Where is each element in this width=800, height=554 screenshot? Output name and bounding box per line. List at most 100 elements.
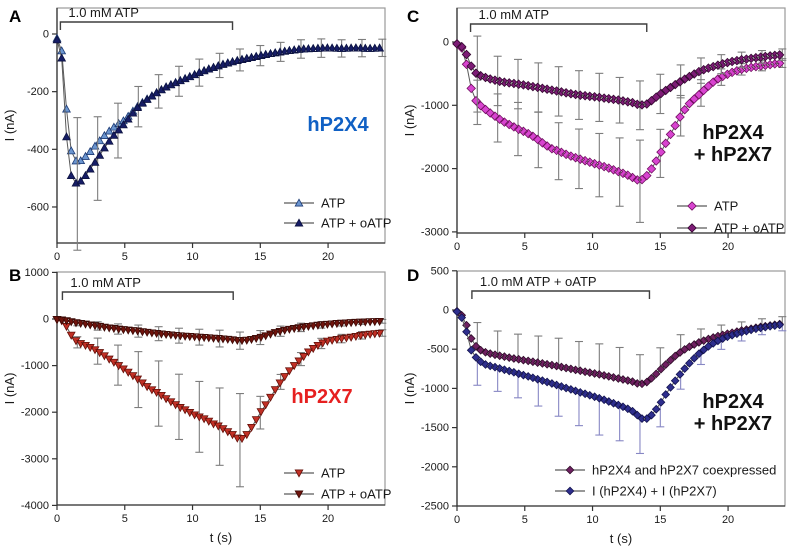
y-tick-label: -2000 [21, 407, 49, 419]
y-tick-label: -4000 [21, 500, 49, 512]
x-tick-label: 15 [654, 514, 666, 526]
x-tick-label: 0 [454, 241, 460, 253]
x-tick-label: 20 [322, 513, 334, 525]
trace-markers [452, 307, 784, 423]
application-bracket [469, 23, 648, 32]
panel-title: + hP2X7 [694, 413, 772, 435]
legend-item: I (hP2X4) + I (hP2X7) [555, 484, 717, 499]
series-second [452, 307, 787, 455]
panel-b-chart-hp2x7: 1000 0 -1000 -2000 -3000 -4000 0 5 10 15 20 I (nA) t… [2, 267, 391, 545]
x-tick-label: 10 [586, 241, 598, 253]
x-tick-label: 0 [454, 514, 460, 526]
series-second [52, 35, 387, 251]
legend-label: ATP [321, 466, 345, 481]
legend-item: ATP + oATP [284, 216, 391, 231]
trace-markers [52, 316, 385, 346]
legend-label: ATP [321, 196, 345, 211]
application-bracket-label: 1.0 mM ATP + oATP [480, 274, 597, 289]
legend-marker-icon [294, 490, 304, 499]
panel-d-chart-hp2x4-hp2x7-oatp: 500 0 -500 -1000 -1500 -2000 -2500 0 5 10 15 20 I (n… [402, 265, 787, 546]
y-tick-label: -1000 [21, 360, 49, 372]
panel-letter-d: D [407, 266, 421, 285]
application-bracket [471, 290, 651, 299]
legend-marker-icon [294, 198, 304, 207]
x-tick-label: 5 [122, 513, 128, 525]
y-tick-label: -2000 [421, 163, 449, 175]
x-tick-label: 20 [322, 251, 334, 263]
panel-title: hP2X4 [702, 391, 764, 413]
legend-label: hP2X4 and hP2X7 coexpressed [592, 463, 776, 478]
legend-label: I (hP2X4) + I (hP2X7) [592, 484, 717, 499]
series-first [452, 306, 787, 389]
y-tick-label: -200 [27, 86, 49, 98]
legend-label: ATP + oATP [321, 487, 391, 502]
x-tick-label: 10 [186, 251, 198, 263]
panel-title: + hP2X7 [694, 144, 772, 166]
y-axis-label: I (nA) [402, 373, 417, 405]
y-tick-label: -600 [27, 201, 49, 213]
y-tick-label: 0 [443, 37, 449, 49]
panel-c-chart-hp2x4-hp2x7-atp: 0 -1000 -2000 -3000 0 5 10 15 20 I (nA) 1.0 mM ATP… [402, 7, 787, 253]
y-tick-label: -3000 [421, 226, 449, 238]
legend-label: ATP + oATP [321, 216, 391, 231]
x-tick-label: 0 [54, 251, 60, 263]
panel-letter-a: A [9, 7, 23, 26]
application-bracket-label: 1.0 mM ATP [70, 275, 141, 290]
legend-item: ATP [284, 466, 345, 481]
legend-label: ATP [714, 199, 738, 214]
x-tick-label: 15 [254, 251, 266, 263]
x-tick-label: 15 [654, 241, 666, 253]
y-tick-label: 0 [443, 305, 449, 317]
application-bracket [59, 21, 234, 30]
y-tick-label: -2000 [421, 461, 449, 473]
legend-marker-icon [687, 201, 697, 211]
x-tick-label: 10 [186, 513, 198, 525]
panel-title: hP2X4 [702, 122, 764, 144]
y-tick-label: -2500 [421, 501, 449, 513]
x-tick-label: 5 [522, 241, 528, 253]
series-second [452, 35, 787, 131]
panel-letter-c: C [407, 7, 421, 26]
legend-marker-icon [565, 465, 575, 475]
legend-item: ATP [677, 199, 738, 214]
y-tick-label: 0 [43, 314, 49, 326]
panel-letter-b: B [9, 266, 23, 285]
legend-marker-icon [294, 469, 304, 478]
x-tick-label: 0 [54, 513, 60, 525]
x-axis-label: t (s) [610, 531, 632, 546]
panel-title: hP2X7 [291, 386, 352, 408]
panel-title: hP2X4 [307, 114, 369, 136]
x-tick-label: 5 [522, 514, 528, 526]
panel-a-chart-hp2x4: 0 -200 -400 -600 0 5 10 15 20 I (nA) 1.0 mM ATP ATP… [2, 5, 391, 263]
trace-line [56, 38, 380, 162]
legend-item: ATP + oATP [677, 221, 784, 236]
legend-marker-icon [565, 486, 575, 496]
x-axis-label: t (s) [210, 530, 232, 545]
y-axis-label: I (nA) [402, 105, 417, 137]
legend-marker-icon [687, 223, 697, 233]
trace-markers [52, 33, 385, 165]
y-tick-label: -500 [427, 344, 449, 356]
y-tick-label: 500 [431, 265, 449, 277]
y-tick-label: 1000 [25, 267, 49, 279]
x-tick-label: 20 [722, 514, 734, 526]
x-tick-label: 20 [722, 241, 734, 253]
trace-markers [452, 39, 785, 110]
application-bracket [61, 291, 234, 300]
legend-item: ATP [284, 196, 345, 211]
legend-marker-icon [294, 218, 304, 227]
y-tick-label: -1000 [421, 100, 449, 112]
series-second [52, 316, 387, 350]
y-axis-label: I (nA) [2, 373, 17, 405]
legend-label: ATP + oATP [714, 221, 784, 236]
x-tick-label: 15 [254, 513, 266, 525]
trace-markers [52, 35, 385, 187]
series-first [52, 33, 385, 165]
legend-item: ATP + oATP [284, 487, 391, 502]
y-tick-label: 0 [43, 29, 49, 41]
x-tick-label: 10 [586, 514, 598, 526]
legend-item: hP2X4 and hP2X7 coexpressed [555, 463, 776, 478]
y-tick-label: -1000 [421, 383, 449, 395]
x-tick-label: 5 [122, 251, 128, 263]
